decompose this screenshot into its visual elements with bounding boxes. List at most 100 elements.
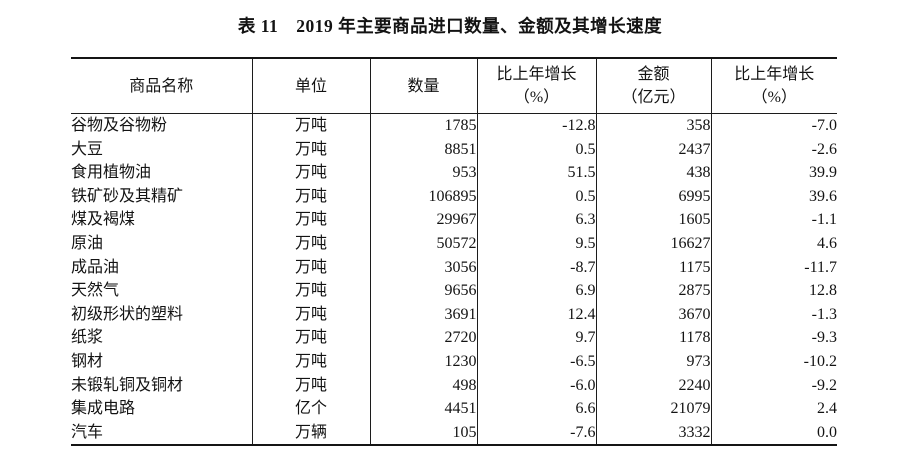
cell-name: 未锻轧铜及铜材 xyxy=(71,376,184,394)
cell-value_growth: -1.3 xyxy=(710,302,837,327)
cell-value_growth: 0.0 xyxy=(710,420,837,446)
cell-value_growth: 12.8 xyxy=(710,279,837,303)
cell-qty_growth: 0.5 xyxy=(476,184,596,209)
table-row: 未锻轧铜及铜材 万吨 498 -6.0 2240 -9.2 xyxy=(71,373,837,398)
cell-name: 汽车 xyxy=(71,423,104,441)
header-cell-name: 商品名称 xyxy=(71,58,252,114)
cell-name: 煤及褐煤 xyxy=(71,211,136,229)
header-cell-qty_growth: 比上年增长 （%） xyxy=(476,58,596,114)
table-row: 大豆 万吨 8851 0.5 2437 -2.6 xyxy=(71,137,837,162)
cell-name: 铁矿砂及其精矿 xyxy=(71,187,184,205)
cell-qty: 106895 xyxy=(369,184,477,209)
table-row: 汽车 万辆 105 -7.6 3332 0.0 xyxy=(71,420,837,446)
table-body: 谷物及谷物粉 万吨 1785 -12.8 358 -7.0 大豆 万吨 8851 0.5 2437-… xyxy=(71,113,837,446)
header-cell-value: 金额 （亿元） xyxy=(595,58,711,114)
table-row: 初级形状的塑料 万吨 3691 12.4 3670 -1.3 xyxy=(71,302,837,327)
cell-unit: 万吨 xyxy=(251,302,370,327)
cell-unit: 万吨 xyxy=(251,255,370,280)
import-commodities-table: 商品名称 单位 数量 比上年增长 （%） 金额 （亿元） 比上年增长 （%） 谷物及谷物粉 万吨 1… xyxy=(71,57,837,447)
cell-qty_growth: 6.6 xyxy=(476,397,596,421)
cell-qty_growth: -6.5 xyxy=(476,349,596,374)
cell-unit: 万吨 xyxy=(251,349,370,374)
cell-qty: 4451 xyxy=(369,397,477,421)
cell-name: 谷物及谷物粉 xyxy=(71,117,168,134)
cell-qty_growth: -7.6 xyxy=(476,420,596,446)
cell-name: 钢材 xyxy=(71,352,104,370)
header-line: 单位 xyxy=(294,77,327,95)
cell-qty_growth: -6.0 xyxy=(476,373,596,398)
header-line: 数量 xyxy=(407,77,440,95)
cell-value: 973 xyxy=(595,349,711,374)
cell-qty_growth: 6.9 xyxy=(476,279,596,303)
table-row: 谷物及谷物粉 万吨 1785 -12.8 358 -7.0 xyxy=(71,113,837,138)
cell-value: 3332 xyxy=(595,420,711,446)
cell-value_growth: -7.0 xyxy=(710,113,837,138)
cell-value: 2875 xyxy=(595,279,711,303)
cell-qty_growth: 9.7 xyxy=(476,326,596,350)
cell-value: 3670 xyxy=(595,302,711,327)
header-cell-unit: 单位 xyxy=(251,58,370,114)
cell-unit: 万吨 xyxy=(251,373,370,398)
cell-qty: 1230 xyxy=(369,349,477,374)
table-row: 成品油 万吨 3056 -8.7 1175 -11.7 xyxy=(71,255,837,280)
cell-qty: 498 xyxy=(369,373,477,398)
header-line: （%） xyxy=(513,89,560,106)
cell-qty: 1785 xyxy=(369,113,477,138)
table-row: 集成电路 亿个 4451 6.6 21079 2.4 xyxy=(71,397,837,421)
cell-name: 原油 xyxy=(71,234,104,252)
cell-qty_growth: -12.8 xyxy=(476,113,596,138)
cell-value_growth: -9.3 xyxy=(710,326,837,350)
header-line: 商品名称 xyxy=(129,77,194,95)
cell-value_growth: -2.6 xyxy=(710,137,837,162)
cell-value: 2240 xyxy=(595,373,711,398)
cell-qty: 8851 xyxy=(369,137,477,162)
cell-qty: 29967 xyxy=(369,208,477,232)
table-row: 纸浆 万吨 2720 9.7 1178 -9.3 xyxy=(71,326,837,350)
cell-qty: 3056 xyxy=(369,255,477,280)
header-line: （亿元） xyxy=(621,89,686,106)
cell-qty: 3691 xyxy=(369,302,477,327)
table-title: 表 11 2019 年主要商品进口数量、金额及其增长速度 xyxy=(237,16,663,36)
cell-value_growth: -1.1 xyxy=(710,208,837,232)
table-row: 铁矿砂及其精矿 万吨 106895 0.5 6995 39.6 xyxy=(71,184,837,209)
table-row: 食用植物油 万吨 953 51.5 438 39.9 xyxy=(71,161,837,185)
cell-unit: 万吨 xyxy=(251,231,370,256)
cell-unit: 万吨 xyxy=(251,161,370,185)
cell-value_growth: 39.9 xyxy=(710,161,837,185)
cell-unit: 万吨 xyxy=(251,137,370,162)
table-row: 天然气 万吨 9656 6.9 2875 12.8 xyxy=(71,279,837,303)
cell-value_growth: 2.4 xyxy=(710,397,837,421)
cell-name: 集成电路 xyxy=(71,400,136,418)
header-cell-qty: 数量 xyxy=(369,58,477,114)
cell-unit: 万吨 xyxy=(251,279,370,303)
cell-qty: 105 xyxy=(369,420,477,446)
cell-value: 21079 xyxy=(595,397,711,421)
cell-value: 1605 xyxy=(595,208,711,232)
cell-qty_growth: 9.5 xyxy=(476,231,596,256)
cell-value_growth: -10.2 xyxy=(710,349,837,374)
cell-qty_growth: 6.3 xyxy=(476,208,596,232)
cell-qty: 2720 xyxy=(369,326,477,350)
cell-name: 大豆 xyxy=(71,140,104,158)
header-row: 商品名称 单位 数量 比上年增长 （%） 金额 （亿元） 比上年增长 （%） xyxy=(71,58,837,114)
cell-name: 纸浆 xyxy=(71,329,104,347)
header-line: 比上年增长 xyxy=(496,66,577,83)
cell-unit: 亿个 xyxy=(251,397,370,421)
cell-qty: 953 xyxy=(369,161,477,185)
cell-name: 初级形状的塑料 xyxy=(71,305,184,323)
cell-unit: 万吨 xyxy=(251,113,370,138)
table-row: 煤及褐煤 万吨 29967 6.3 1605 -1.1 xyxy=(71,208,837,232)
cell-unit: 万吨 xyxy=(251,326,370,350)
cell-value: 16627 xyxy=(595,231,711,256)
header-line: 比上年增长 xyxy=(734,66,815,83)
cell-value: 1175 xyxy=(595,255,711,280)
cell-name: 成品油 xyxy=(71,258,120,276)
cell-value: 6995 xyxy=(595,184,711,209)
cell-name: 食用植物油 xyxy=(71,164,152,182)
header-line: （%） xyxy=(751,89,797,106)
cell-value: 1178 xyxy=(595,326,711,350)
header-line: 金额 xyxy=(637,66,670,83)
cell-value: 358 xyxy=(595,113,711,138)
cell-value_growth: -11.7 xyxy=(710,255,837,280)
